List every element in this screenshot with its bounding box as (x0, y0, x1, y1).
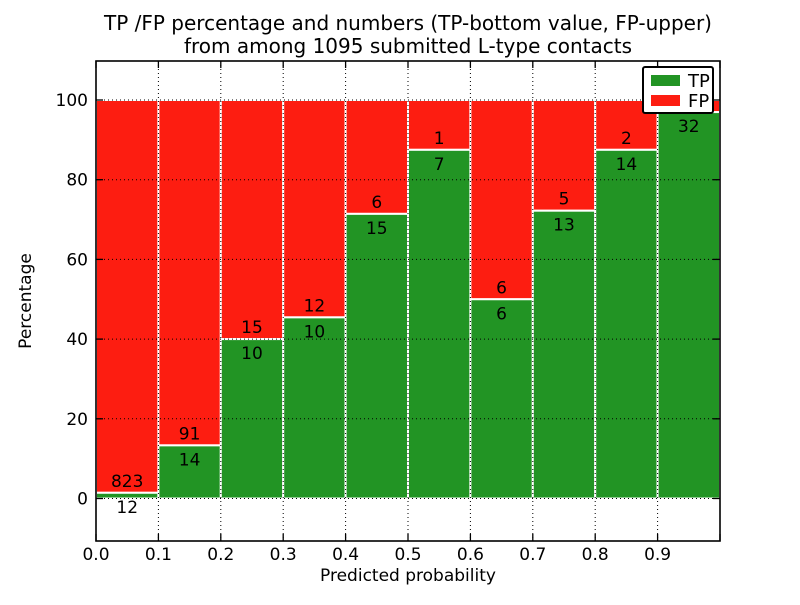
fp-count-label-5: 1 (434, 129, 445, 149)
y-tick-label-100: 100 (56, 91, 88, 111)
tp-count-label-6: 6 (496, 304, 507, 324)
x-tick-label-0.8: 0.8 (582, 545, 609, 565)
bar-segment-tp-1 (157, 444, 222, 500)
y-axis-label: Percentage (16, 253, 36, 349)
legend-swatch-tp (651, 75, 680, 86)
y-tick-label-40: 40 (66, 330, 88, 350)
x-tick-label-0.6: 0.6 (457, 545, 484, 565)
bar-segment-tp-4 (344, 212, 410, 500)
fp-count-label-2: 15 (241, 318, 263, 338)
x-axis-label: Predicted probability (320, 566, 496, 586)
bar-segment-tp-5 (407, 148, 472, 500)
fp-count-label-4: 6 (371, 193, 382, 213)
fp-count-label-7: 5 (559, 190, 570, 210)
ticks-layer (95, 61, 721, 541)
tp-count-label-0: 12 (116, 498, 138, 518)
tp-count-label-2: 10 (241, 344, 263, 364)
tp-count-label-5: 7 (434, 155, 445, 175)
bar-segment-fp-0 (95, 99, 160, 494)
chart-title-line2: from among 1095 submitted L-type contact… (184, 34, 632, 58)
tp-count-label-3: 10 (304, 322, 326, 342)
tp-count-label-4: 15 (366, 219, 388, 239)
bar-segment-fp-5 (407, 99, 472, 151)
legend-label-tp: TP (687, 71, 710, 92)
bar-segment-tp-6 (469, 298, 534, 500)
fp-count-label-1: 91 (179, 424, 201, 444)
bar-segment-fp-1 (157, 99, 222, 447)
y-tick-label-80: 80 (66, 171, 88, 191)
tp-count-label-9: 32 (678, 117, 700, 137)
fp-count-label-6: 6 (496, 278, 507, 298)
bar-segment-tp-7 (531, 209, 597, 500)
bar-segment-fp-6 (469, 99, 534, 301)
x-tick-label-0.5: 0.5 (394, 545, 421, 565)
fp-count-label-0: 823 (111, 472, 143, 492)
legend-swatch-fp (651, 95, 680, 106)
tp-count-label-1: 14 (179, 450, 201, 470)
bar-value-labels: 823 12 91 14 15 10 12 10 6 15 1 7 6 6 5 13 2 14 32 (111, 117, 700, 518)
x-tick-label-0.2: 0.2 (207, 545, 234, 565)
x-tick-label-0.3: 0.3 (270, 545, 297, 565)
bars-layer (95, 99, 721, 500)
y-tick-labels: 0 20 40 60 80 100 (56, 91, 88, 510)
chart-title-line1: TP /FP percentage and numbers (TP-bottom… (103, 11, 712, 35)
bar-segment-tp-3 (282, 316, 347, 500)
bar-segment-tp-9 (656, 111, 721, 500)
tp-count-label-8: 14 (616, 155, 638, 175)
x-tick-label-0.9: 0.9 (644, 545, 671, 565)
y-tick-label-20: 20 (66, 410, 88, 430)
y-tick-label-60: 60 (66, 250, 88, 270)
x-tick-label-0.4: 0.4 (332, 545, 359, 565)
bar-segment-fp-3 (282, 99, 347, 319)
grid-layer (96, 61, 720, 541)
y-tick-label-0: 0 (77, 490, 88, 510)
bar-segment-fp-2 (219, 99, 285, 341)
fp-count-label-8: 2 (621, 129, 632, 149)
x-tick-label-0.0: 0.0 (82, 545, 109, 565)
x-tick-labels: 0.0 0.1 0.2 0.3 0.4 0.5 0.6 0.7 0.8 0.9 (82, 545, 671, 565)
legend: TP FP (642, 66, 714, 114)
fp-count-label-3: 12 (304, 296, 326, 316)
tp-count-label-7: 13 (553, 216, 575, 236)
x-tick-label-0.1: 0.1 (145, 545, 172, 565)
bar-segment-tp-8 (594, 148, 659, 500)
legend-label-fp: FP (688, 91, 709, 112)
x-tick-label-0.7: 0.7 (519, 545, 546, 565)
